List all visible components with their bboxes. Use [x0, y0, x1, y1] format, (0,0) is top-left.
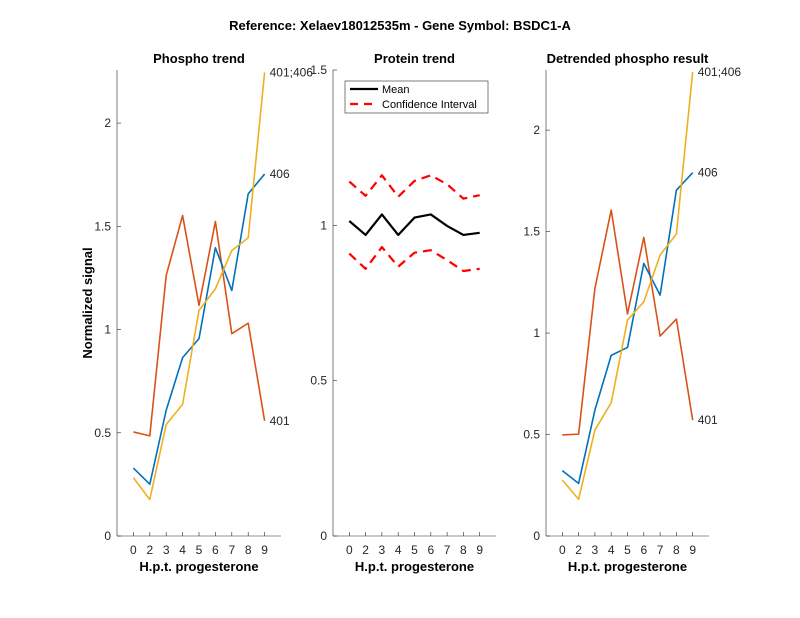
x-tick-label: 9 [261, 543, 268, 557]
y-tick-label: 0.5 [310, 374, 327, 388]
x-tick-label: 8 [245, 543, 252, 557]
y-tick-label: 1 [320, 218, 327, 232]
series-line-401-406 [561, 71, 694, 501]
series-line-confidence-interval [348, 174, 480, 200]
x-tick-label: 6 [640, 543, 647, 557]
y-tick-label: 1.5 [310, 63, 327, 77]
series-end-label: 401;406 [698, 65, 742, 79]
x-tick-label: 4 [179, 543, 186, 557]
x-tick-label: 5 [196, 543, 203, 557]
y-tick-label: 0 [320, 529, 327, 543]
x-tick-label: 9 [476, 543, 483, 557]
x-axis-label: H.p.t. progesterone [355, 559, 474, 574]
x-tick-label: 4 [395, 543, 402, 557]
legend-box [344, 80, 489, 114]
series-line-401 [133, 214, 266, 437]
x-tick-label: 0 [130, 543, 137, 557]
series-line-406 [132, 173, 266, 485]
x-tick-label: 6 [212, 543, 219, 557]
panel-title: Protein trend [374, 51, 455, 66]
y-axis-label: Normalized signal [80, 247, 95, 358]
x-tick-label: 6 [427, 543, 434, 557]
x-tick-label: 8 [460, 543, 467, 557]
legend-mean-label: Mean [382, 84, 410, 96]
figure-title: Reference: Xelaev18012535m - Gene Symbol… [229, 18, 571, 33]
x-tick-label: 2 [362, 543, 369, 557]
series-line-406 [561, 172, 694, 485]
y-tick-label: 0 [104, 529, 111, 543]
x-tick-label: 9 [689, 543, 696, 557]
panel-title: Detrended phospho result [547, 51, 709, 66]
series-end-label: 401;406 [270, 65, 314, 79]
y-tick-label: 0.5 [94, 426, 111, 440]
x-tick-label: 7 [657, 543, 664, 557]
series-end-label: 406 [270, 167, 290, 181]
legend-ci-label: Confidence Interval [382, 99, 477, 111]
x-tick-label: 7 [228, 543, 235, 557]
x-tick-label: 0 [346, 543, 353, 557]
series-line-confidence-interval-lower- [348, 245, 480, 273]
y-tick-label: 2 [533, 123, 540, 137]
x-tick-label: 3 [592, 543, 599, 557]
panel-title: Phospho trend [153, 51, 245, 66]
x-axis-label: H.p.t. progesterone [568, 559, 687, 574]
y-tick-label: 1.5 [94, 219, 111, 233]
y-tick-label: 2 [104, 116, 111, 130]
y-tick-label: 1 [104, 323, 111, 337]
x-axis-label: H.p.t. progesterone [139, 559, 258, 574]
y-tick-label: 1 [533, 326, 540, 340]
y-tick-label: 0.5 [523, 428, 540, 442]
x-tick-label: 5 [411, 543, 418, 557]
x-tick-label: 5 [624, 543, 631, 557]
y-tick-label: 0 [533, 529, 540, 543]
x-tick-label: 2 [146, 543, 153, 557]
x-tick-label: 4 [608, 543, 615, 557]
series-line-mean [348, 213, 480, 237]
series-end-label: 401 [270, 414, 290, 428]
x-tick-label: 3 [163, 543, 170, 557]
series-end-label: 406 [698, 166, 718, 180]
x-tick-label: 2 [575, 543, 582, 557]
legend: Mean Confidence Interval [344, 80, 489, 114]
x-tick-label: 3 [379, 543, 386, 557]
x-tick-label: 7 [444, 543, 451, 557]
x-tick-label: 8 [673, 543, 680, 557]
y-tick-label: 1.5 [523, 225, 540, 239]
series-line-401-406 [132, 72, 266, 501]
x-tick-label: 0 [559, 543, 566, 557]
series-end-label: 401 [698, 413, 718, 427]
